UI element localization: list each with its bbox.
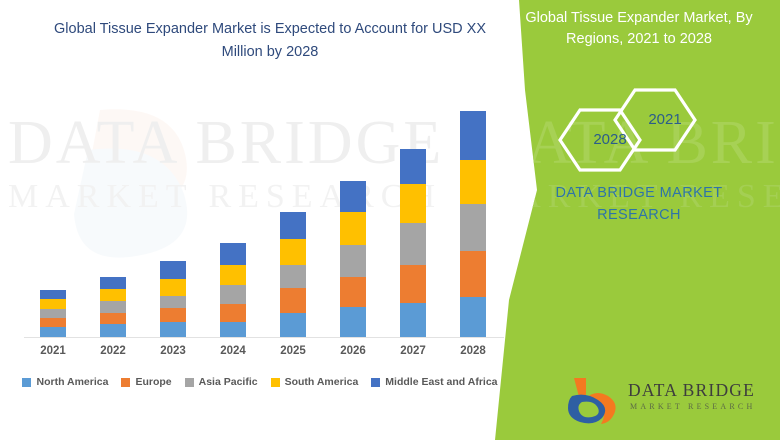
bar-segment-asia-pacific (400, 223, 426, 265)
legend-item-asia-pacific[interactable]: Asia Pacific (184, 376, 258, 388)
bar-segment-middle-east-and-africa (100, 276, 126, 290)
bar-segment-north-america (400, 303, 426, 337)
legend-label: Asia Pacific (198, 376, 258, 388)
bar-segment-asia-pacific (40, 309, 66, 319)
hexagon-badges: 2028 2021 (535, 88, 755, 172)
bar-segment-middle-east-and-africa (460, 111, 486, 160)
bar-segment-south-america (40, 299, 66, 310)
bar-segment-asia-pacific (340, 244, 366, 277)
bar-segment-north-america (460, 297, 486, 337)
bar-2021[interactable] (40, 290, 66, 337)
panel-brand-text: DATA BRIDGE MARKET RESEARCH (517, 182, 761, 226)
bar-segment-south-america (100, 289, 126, 302)
hexagon-2021-shape (613, 88, 697, 152)
logo-mark-icon (568, 378, 616, 424)
bar-segment-south-america (400, 184, 426, 224)
x-tick-2023: 2023 (160, 345, 186, 357)
bar-segment-north-america (340, 307, 366, 337)
bar-segment-europe (160, 308, 186, 323)
bar-segment-europe (100, 313, 126, 325)
axis-baseline (24, 337, 504, 338)
x-tick-2026: 2026 (340, 345, 366, 357)
logo-name: DATA BRIDGE (628, 380, 756, 400)
x-tick-2025: 2025 (280, 345, 306, 357)
legend-label: South America (284, 376, 359, 388)
bar-segment-middle-east-and-africa (280, 212, 306, 239)
bar-segment-north-america (280, 313, 306, 337)
bar-segment-europe (40, 318, 66, 328)
bar-2023[interactable] (160, 260, 186, 337)
panel-brand-line1: DATA BRIDGE MARKET (555, 185, 723, 201)
bar-segment-europe (280, 288, 306, 314)
hexagon-2028-label: 2028 (593, 131, 627, 148)
bar-segment-south-america (160, 278, 186, 297)
bar-segment-middle-east-and-africa (340, 181, 366, 213)
bar-2026[interactable] (340, 181, 366, 337)
panel-brand-line2: RESEARCH (597, 207, 681, 223)
legend-swatch-icon (270, 377, 280, 387)
x-tick-2027: 2027 (400, 345, 426, 357)
bar-segment-asia-pacific (280, 264, 306, 289)
bar-segment-middle-east-and-africa (40, 290, 66, 300)
data-bridge-logo: DATA BRIDGE MARKET RESEARCH (566, 374, 762, 426)
legend-label: Europe (135, 376, 172, 388)
bar-segment-north-america (100, 324, 126, 337)
legend-swatch-icon (184, 377, 194, 387)
legend-swatch-icon (22, 377, 32, 387)
bar-2024[interactable] (220, 242, 246, 337)
bar-segment-middle-east-and-africa (160, 260, 186, 279)
bar-2027[interactable] (400, 148, 426, 337)
legend-swatch-icon (121, 377, 131, 387)
right-green-panel: DATA BRIDGE MARKET RESEARCH Global Tissu… (495, 0, 780, 440)
hexagon-shapes (558, 88, 697, 172)
x-tick-2022: 2022 (100, 345, 126, 357)
legend-item-south-america[interactable]: South America (270, 376, 359, 388)
bar-segment-middle-east-and-africa (400, 148, 426, 185)
chart-title: Global Tissue Expander Market is Expecte… (54, 21, 486, 60)
bar-segment-middle-east-and-africa (220, 242, 246, 265)
x-tick-2021: 2021 (40, 345, 66, 357)
bar-segment-europe (400, 264, 426, 304)
bar-segment-asia-pacific (100, 301, 126, 314)
hexagon-2021-label: 2021 (648, 111, 682, 128)
legend-label: Middle East and Africa (385, 376, 498, 388)
x-tick-2024: 2024 (220, 345, 246, 357)
bar-2022[interactable] (100, 276, 126, 337)
logo-subtitle: MARKET RESEARCH (630, 402, 756, 411)
bar-segment-asia-pacific (460, 204, 486, 251)
legend-item-europe[interactable]: Europe (121, 376, 172, 388)
panel-title: Global Tissue Expander Market, By Region… (525, 10, 753, 47)
legend-label: North America (36, 376, 109, 388)
legend-item-middle-east-and-africa[interactable]: Middle East and Africa (371, 376, 498, 388)
chart-plot-area: 2021 2022 2023 2024 2025 2026 2027 2028 North A… (0, 111, 520, 388)
legend-swatch-icon (371, 377, 381, 387)
bar-segment-north-america (160, 322, 186, 337)
x-tick-2028: 2028 (460, 345, 486, 357)
bar-segment-north-america (40, 327, 66, 337)
bar-segment-south-america (220, 264, 246, 286)
legend-item-north-america[interactable]: North America (22, 376, 108, 388)
bar-segment-europe (220, 304, 246, 323)
chart-legend: North America Europe Asia Pacific South Ame… (0, 376, 520, 388)
bar-2028[interactable] (460, 111, 486, 337)
bar-segment-asia-pacific (160, 296, 186, 309)
bar-segment-europe (460, 250, 486, 298)
bar-segment-south-america (460, 159, 486, 205)
bar-segment-europe (340, 276, 366, 308)
bar-segment-asia-pacific (220, 285, 246, 305)
bar-2025[interactable] (280, 212, 306, 337)
hexagon-2028-shape (558, 108, 642, 172)
bar-segment-south-america (280, 238, 306, 265)
bar-segment-north-america (220, 322, 246, 337)
bar-segment-south-america (340, 212, 366, 245)
